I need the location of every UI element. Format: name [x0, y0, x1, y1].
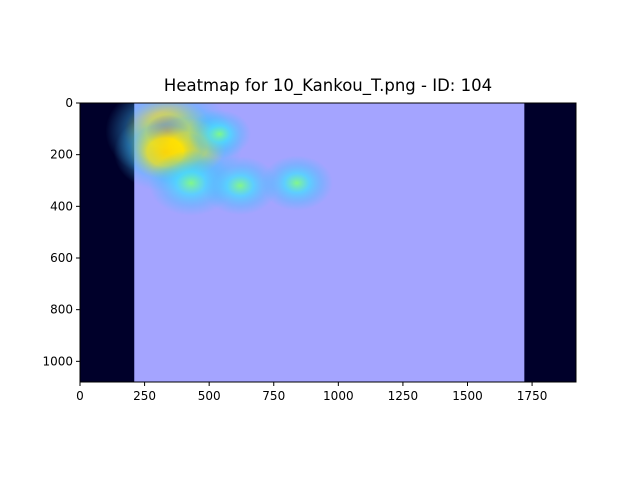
x-tick-label: 1500: [452, 389, 483, 403]
y-tick-label: 400: [50, 199, 73, 213]
y-axis: 0 200 400 600 800 1000: [42, 96, 80, 368]
hotspot: [202, 156, 279, 215]
y-tick-label: 1000: [42, 354, 73, 368]
x-tick-label: 1750: [517, 389, 548, 403]
x-tick-label: 500: [198, 389, 221, 403]
chart-title: Heatmap for 10_Kankou_T.png - ID: 104: [163, 76, 493, 95]
x-axis: 0 250 500 750 1000 1250 1500 1750: [76, 382, 547, 403]
y-tick-label: 0: [65, 96, 73, 110]
y-tick-label: 200: [50, 148, 73, 162]
y-tick-label: 600: [50, 251, 73, 265]
hotspots-layer: [105, 103, 333, 216]
hotspot: [261, 155, 333, 211]
x-tick-label: 750: [262, 389, 285, 403]
plot-frame: [79, 102, 577, 383]
x-tick-label: 250: [133, 389, 156, 403]
x-tick-label: 1000: [323, 389, 354, 403]
hotspot: [188, 109, 251, 159]
y-tick-label: 800: [50, 303, 73, 317]
x-tick-label: 0: [76, 389, 84, 403]
x-tick-label: 1250: [388, 389, 419, 403]
